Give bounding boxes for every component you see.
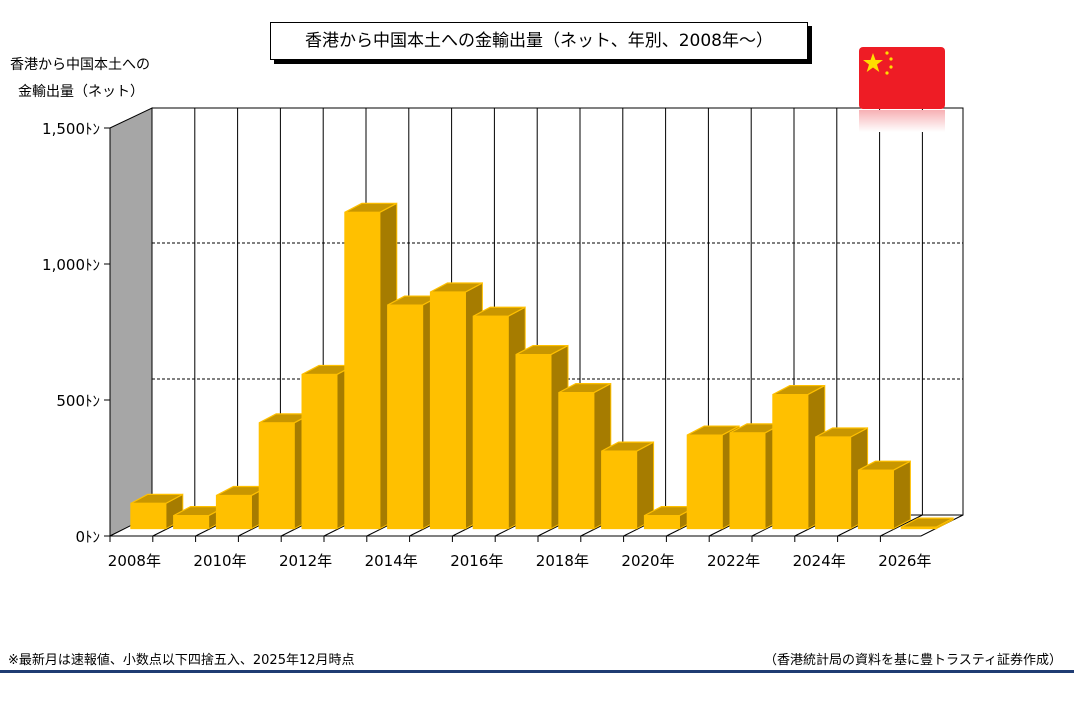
flag-reflection [859,110,945,132]
bottom-rule [0,670,1074,673]
side-wall [109,107,153,537]
x-tick-label: 2026年 [878,552,931,570]
bar [857,469,894,530]
x-tick-label: 2020年 [621,552,674,570]
y-tick-label: 1,000ﾄﾝ [42,256,100,274]
bar [686,434,723,530]
bar [344,211,381,530]
bar [515,354,552,530]
bar [558,392,595,530]
bar [301,373,338,530]
bar-side [892,460,911,530]
x-tick-label: 2018年 [536,552,589,570]
x-tick-label: 2012年 [279,552,332,570]
footnote: ※最新月は速報値、小数点以下四捨五入、2025年12月時点 [8,653,355,668]
bar [258,422,295,530]
bar [815,436,852,530]
bar [472,315,509,530]
bar [729,432,766,530]
bar [130,502,167,530]
y-tick-label: 500ﾄﾝ [56,392,100,410]
chart-title: 香港から中国本土への金輸出量（ネット、年別、2008年～） [270,22,808,60]
bar [215,494,252,530]
bar [387,304,424,530]
x-tick-label: 2008年 [108,552,161,570]
bar [772,394,809,530]
china-flag-icon [859,47,945,109]
bar [900,526,937,530]
y-axis-label: 香港から中国本土への 金輸出量（ネット） [10,52,150,106]
y-label-line-1: 香港から中国本土への [10,57,150,73]
bar [601,450,638,530]
x-tick-label: 2016年 [450,552,503,570]
bar [643,515,680,530]
y-label-line-2: 金輸出量（ネット） [18,84,144,100]
bar [429,291,466,530]
x-tick-label: 2010年 [193,552,246,570]
source-note: （香港統計局の資料を基に豊トラスティ証券作成） [764,653,1062,668]
x-tick-label: 2014年 [365,552,418,570]
y-tick-label: 1,500ﾄﾝ [42,120,100,138]
x-tick-label: 2024年 [793,552,846,570]
floor-divider [880,514,923,537]
bar [173,515,210,530]
x-tick-label: 2022年 [707,552,760,570]
y-tick-label: 0ﾄﾝ [75,528,100,546]
